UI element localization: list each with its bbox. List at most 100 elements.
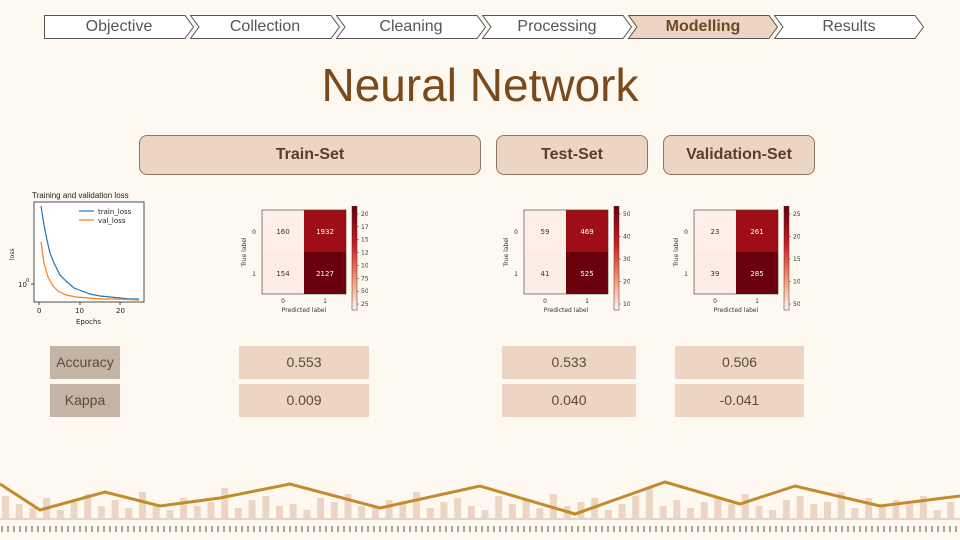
- decorative-bar: [358, 506, 366, 518]
- decorative-bar: [193, 506, 201, 518]
- cm-y-tick: 1: [684, 271, 688, 278]
- cm-colorbar-tick: 300: [623, 256, 630, 263]
- y-tick-label: 10: [18, 281, 27, 289]
- cm-cell: [694, 210, 736, 252]
- cm-x-tick: 1: [755, 298, 759, 305]
- cm-cell-value: 23: [711, 228, 720, 236]
- cm-colorbar-tick: 500: [361, 288, 368, 295]
- decorative-bar: [755, 506, 763, 518]
- x-tick-label: 10: [75, 307, 84, 315]
- breadcrumb-step-modelling[interactable]: Modelling: [628, 15, 778, 39]
- cm-cell: [524, 210, 566, 252]
- decorative-bar: [152, 504, 160, 518]
- decorative-bar: [810, 504, 818, 518]
- decorative-bar: [604, 510, 612, 518]
- page-title: Neural Network: [321, 59, 639, 111]
- confusion-matrix-test-svg: 59 469 41 525 0 0 1 1 Predicted label True label 5…: [503, 205, 635, 314]
- confusion-matrix-train-svg: 160 1932 154 2127 0 0 1 1 Predicted label True la…: [241, 205, 376, 314]
- decorative-bar: [618, 504, 626, 518]
- cm-colorbar-tick: 500: [623, 211, 630, 218]
- cm-y-label: True label: [673, 237, 680, 267]
- decorative-bar: [454, 498, 462, 518]
- confusion-matrix-validation-svg: 23 261 39 285 0 0 1 1 Predicted label True label 2…: [673, 205, 805, 314]
- decorative-bar: [467, 506, 475, 518]
- cm-cell-value: 160: [276, 228, 289, 236]
- breadcrumb-step-results[interactable]: Results: [774, 15, 924, 39]
- train-accuracy: 0.553: [239, 346, 369, 379]
- decorative-bar: [645, 488, 653, 518]
- cm-cell-value: 525: [580, 270, 593, 278]
- cm-cell-value: 285: [750, 270, 763, 278]
- cm-x-label: Predicted label: [282, 307, 327, 314]
- decorative-bar: [2, 496, 9, 518]
- cm-y-tick: 1: [252, 271, 256, 278]
- decorative-bar: [865, 498, 873, 518]
- decorative-bar: [919, 496, 927, 518]
- decorative-bar: [330, 502, 338, 518]
- cm-cell-value: 1932: [316, 228, 334, 236]
- decorative-bar: [276, 506, 283, 518]
- decorative-bar: [728, 504, 736, 518]
- cm-colorbar-tick: 1750: [361, 224, 368, 231]
- cm-y-tick: 0: [684, 229, 688, 236]
- decorative-bar: [426, 508, 434, 518]
- decorative-bar: [700, 502, 708, 518]
- validation-kappa: -0.041: [675, 384, 804, 417]
- cm-cell-value: 59: [541, 228, 550, 236]
- decorative-footer: [0, 480, 960, 532]
- cm-cell-value: 261: [750, 228, 763, 236]
- breadcrumb-step-label: Cleaning: [379, 18, 443, 35]
- breadcrumb-step-cleaning[interactable]: Cleaning: [336, 15, 486, 39]
- decorative-bar: [111, 500, 119, 518]
- loss-chart-title: Training and validation loss: [32, 191, 129, 200]
- breadcrumb-step-label: Processing: [517, 18, 597, 35]
- decorative-bar: [262, 496, 270, 518]
- cm-colorbar-tick: 200: [623, 279, 630, 286]
- cm-cell-value: 41: [541, 270, 550, 278]
- decorative-bar: [317, 498, 325, 518]
- loss-chart: train_loss val_loss 10 0 loss 0 10 20 Ep…: [9, 201, 145, 326]
- cm-y-tick: 0: [252, 229, 256, 236]
- cm-cell: [262, 252, 304, 294]
- cm-y-tick: 1: [514, 271, 518, 278]
- x-tick-label: 20: [116, 307, 125, 315]
- decorative-bar: [440, 502, 448, 518]
- cm-cell: [736, 252, 778, 294]
- legend-train-loss: train_loss: [98, 208, 132, 216]
- decorative-bar: [289, 504, 297, 518]
- decorative-bar: [303, 510, 311, 518]
- breadcrumb-step-objective[interactable]: Objective: [44, 15, 194, 39]
- decorative-bar: [15, 504, 23, 518]
- cm-colorbar-tick: 2000: [361, 211, 368, 218]
- decorative-bar: [56, 510, 64, 518]
- decorative-bar: [385, 500, 393, 518]
- test-accuracy: 0.533: [502, 346, 636, 379]
- decorative-bar: [536, 508, 544, 518]
- decorative-bar: [906, 504, 914, 518]
- breadcrumb-step-label: Results: [822, 18, 876, 35]
- decorative-bar: [413, 492, 420, 518]
- cm-y-label: True label: [241, 237, 248, 267]
- decorative-bar: [577, 502, 585, 518]
- breadcrumb-step-collection[interactable]: Collection: [190, 15, 340, 39]
- decorative-bar: [481, 510, 489, 518]
- cm-cell: [262, 210, 304, 252]
- cm-x-tick: 1: [585, 298, 589, 305]
- decorative-bar: [234, 508, 242, 518]
- breadcrumb-step-label: Objective: [85, 18, 153, 35]
- decorative-bar: [632, 496, 640, 518]
- y-axis-label: loss: [9, 248, 16, 260]
- cm-cell-value: 39: [711, 270, 720, 278]
- decorative-bar: [659, 506, 667, 518]
- breadcrumb: Objective Collection Cleaning Processing…: [44, 15, 924, 39]
- kappa-label: Kappa: [50, 384, 120, 417]
- breadcrumb-step-label: Modelling: [665, 18, 741, 35]
- decorative-bar: [782, 500, 790, 518]
- decorative-bar: [796, 496, 804, 518]
- x-axis-label: Epochs: [76, 318, 101, 326]
- decorative-bar: [851, 508, 859, 518]
- legend-val-loss: val_loss: [98, 217, 126, 225]
- confusion-matrix-test: 59 469 41 525 0 0 1 1 Predicted label True label 5…: [500, 205, 635, 329]
- breadcrumb-step-processing[interactable]: Processing: [482, 15, 632, 39]
- train-set-header: Train-Set: [139, 135, 481, 175]
